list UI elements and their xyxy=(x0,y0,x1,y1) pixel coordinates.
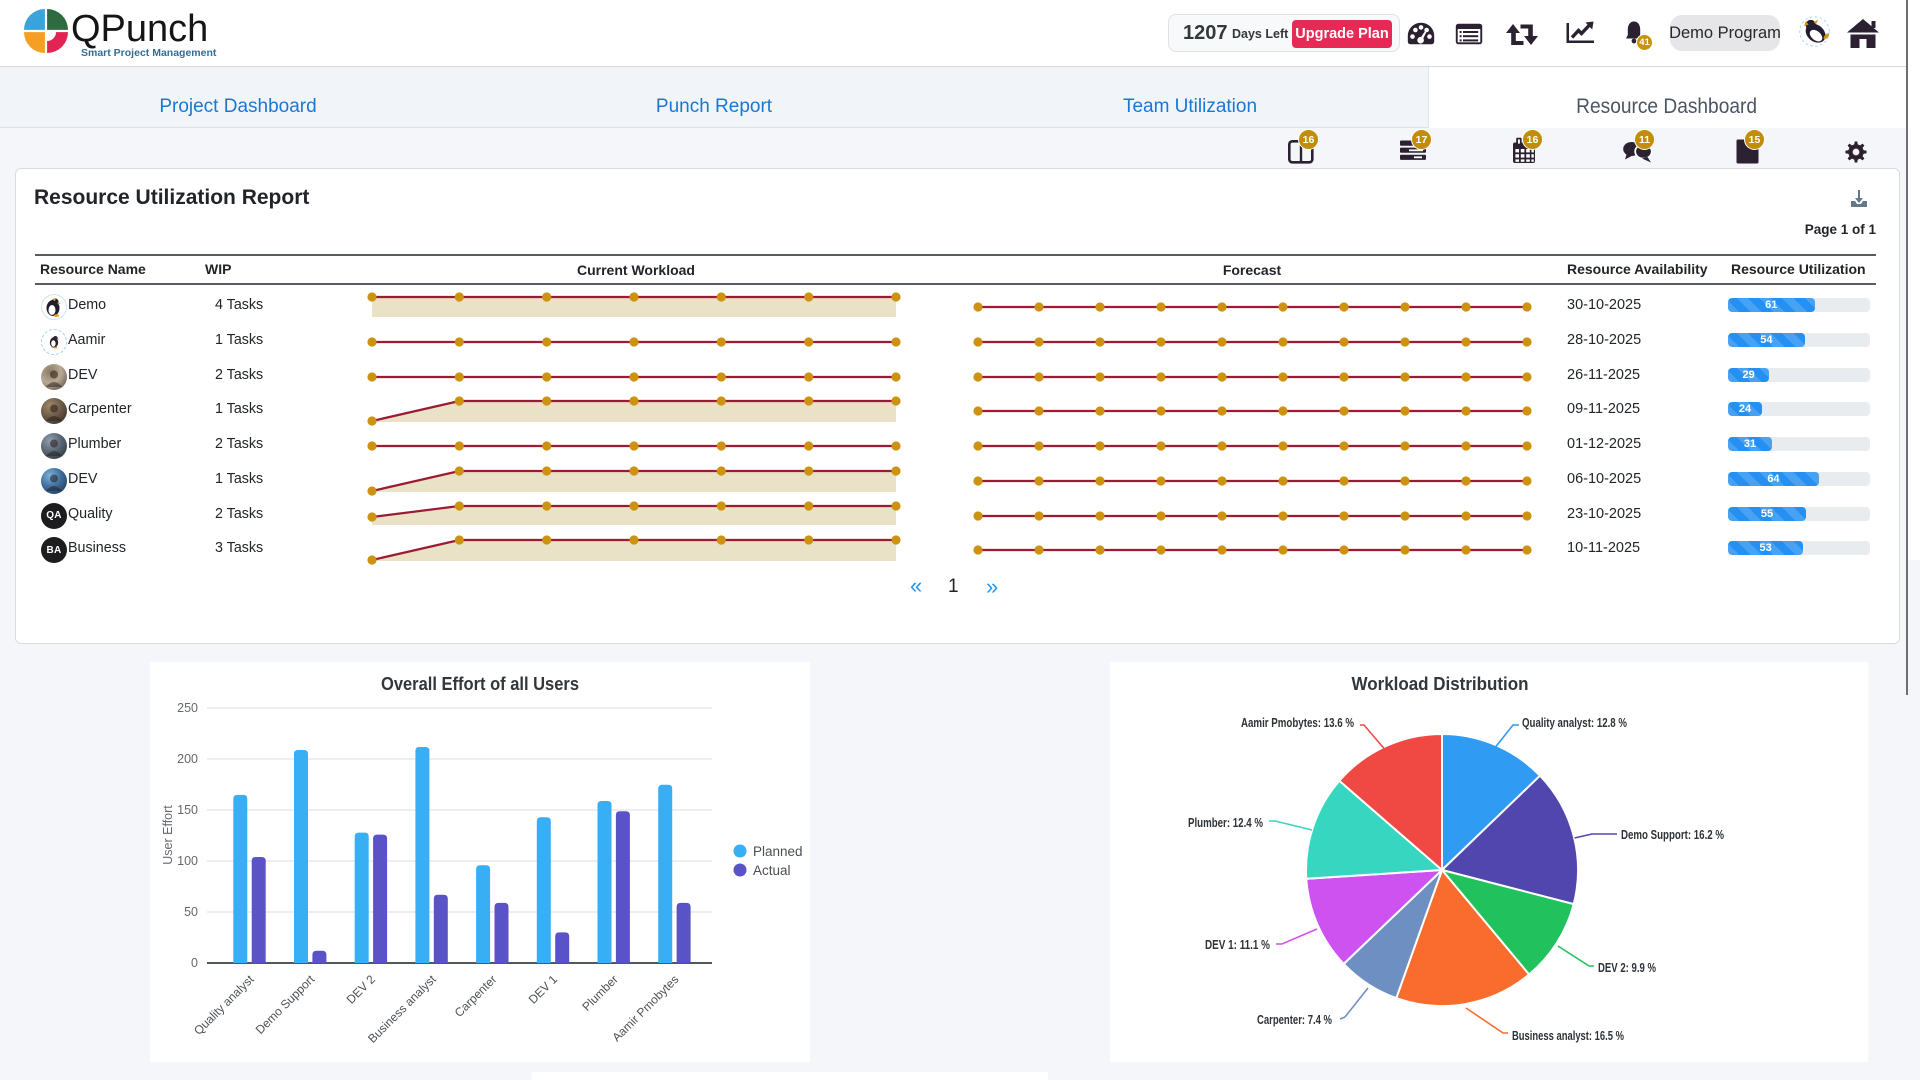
svg-text:150: 150 xyxy=(177,803,198,817)
svg-text:Overall Effort of all Users: Overall Effort of all Users xyxy=(381,674,579,694)
svg-text:Workload Distribution: Workload Distribution xyxy=(1352,674,1529,694)
svg-text:Business analyst: 16.5 %: Business analyst: 16.5 % xyxy=(1512,1029,1624,1043)
svg-text:Quality analyst: Quality analyst xyxy=(191,972,257,1038)
svg-text:0: 0 xyxy=(191,956,198,970)
svg-text:Carpenter: 7.4 %: Carpenter: 7.4 % xyxy=(1257,1013,1332,1027)
svg-text:250: 250 xyxy=(177,701,198,715)
svg-text:Plumber: 12.4 %: Plumber: 12.4 % xyxy=(1188,816,1263,830)
svg-text:Quality analyst: 12.8 %: Quality analyst: 12.8 % xyxy=(1522,716,1627,730)
svg-text:Aamir Pmobytes: 13.6 %: Aamir Pmobytes: 13.6 % xyxy=(1241,716,1354,730)
svg-text:200: 200 xyxy=(177,752,198,766)
svg-text:Planned: Planned xyxy=(753,844,803,859)
svg-text:Aamir Pmobytes: Aamir Pmobytes xyxy=(609,972,681,1044)
svg-text:DEV 2: 9.9 %: DEV 2: 9.9 % xyxy=(1598,961,1656,975)
svg-text:Plumber: Plumber xyxy=(579,972,620,1013)
svg-text:Demo Support: Demo Support xyxy=(253,972,318,1037)
svg-text:Actual: Actual xyxy=(753,863,791,878)
svg-text:100: 100 xyxy=(177,854,198,868)
svg-text:Carpenter: Carpenter xyxy=(452,972,500,1020)
svg-text:DEV 2: DEV 2 xyxy=(344,972,379,1007)
svg-text:User Effort: User Effort xyxy=(161,805,175,865)
svg-text:DEV 1: 11.1 %: DEV 1: 11.1 % xyxy=(1205,938,1270,952)
svg-text:DEV 1: DEV 1 xyxy=(526,972,561,1007)
svg-text:50: 50 xyxy=(184,905,198,919)
svg-text:Demo Support: 16.2 %: Demo Support: 16.2 % xyxy=(1621,828,1724,842)
